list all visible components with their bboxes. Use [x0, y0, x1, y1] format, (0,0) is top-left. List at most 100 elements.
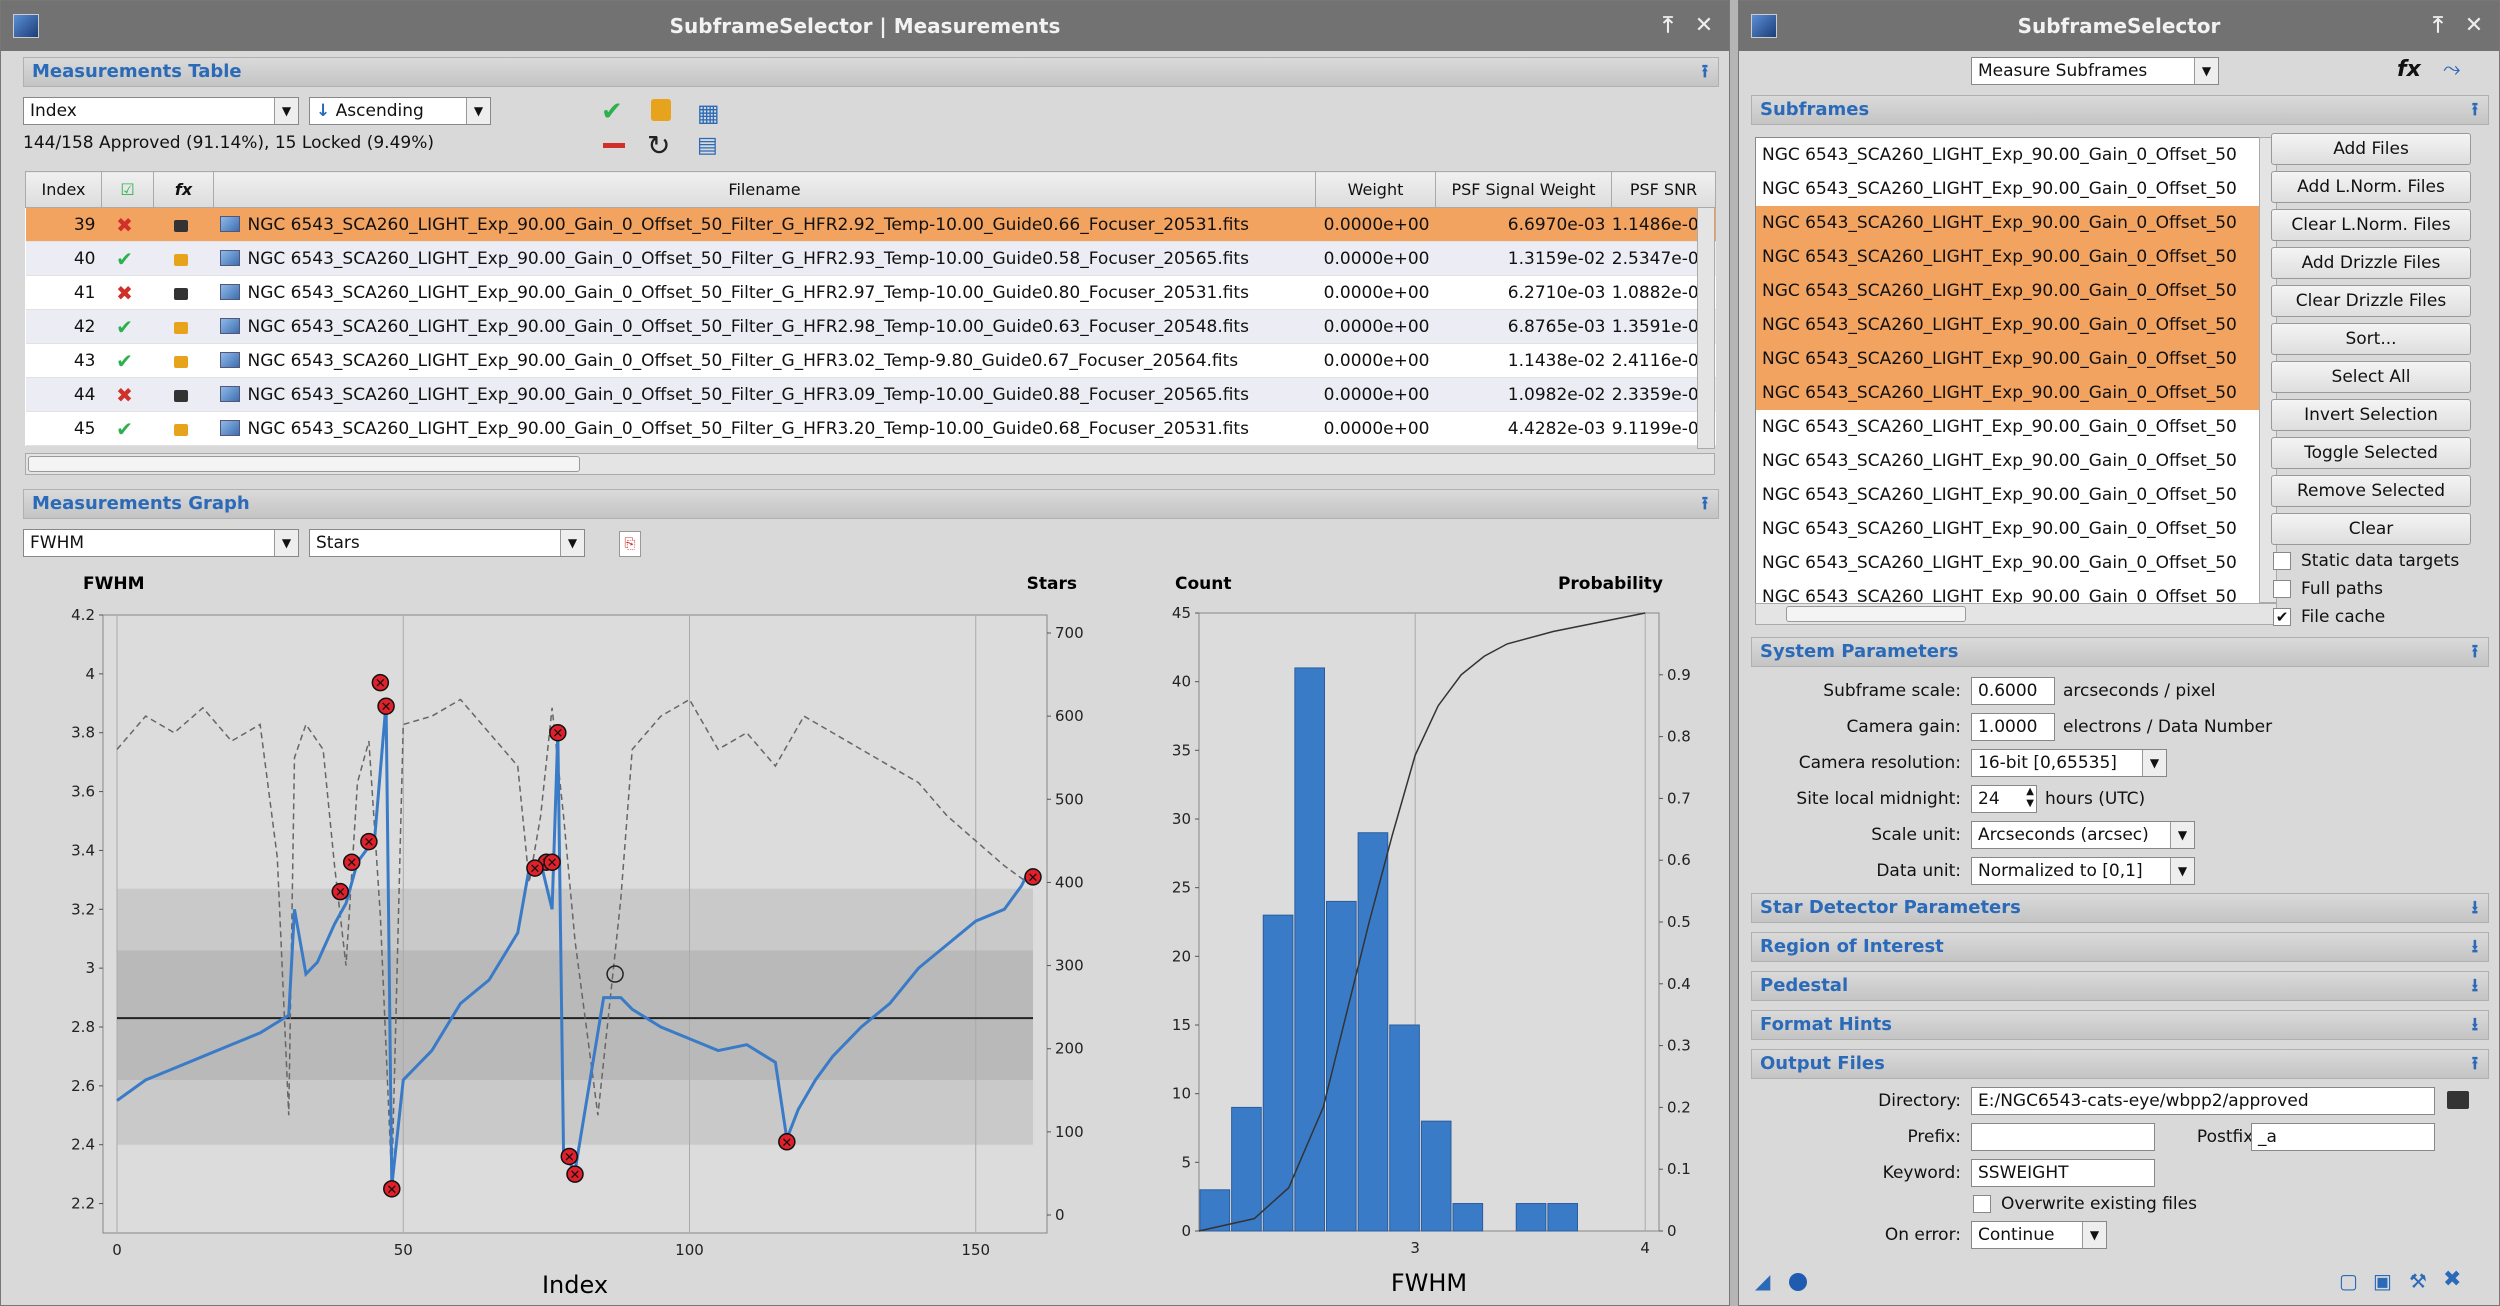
- expand-icon[interactable]: ⭳: [2471, 936, 2478, 957]
- list-item[interactable]: NGC 6543_SCA260_LIGHT_Exp_90.00_Gain_0_O…: [1756, 376, 2276, 410]
- csv-export-icon[interactable]: ▤: [697, 133, 718, 158]
- plot-icon[interactable]: ⤳: [2443, 57, 2461, 82]
- reset-process-icon[interactable]: ✖: [2443, 1267, 2462, 1292]
- list-item[interactable]: NGC 6543_SCA260_LIGHT_Exp_90.00_Gain_0_O…: [1762, 553, 2237, 573]
- approval-cell[interactable]: ✔: [101, 411, 154, 446]
- sort-field-combo[interactable]: Index ▼: [23, 97, 299, 125]
- overwrite-checkbox[interactable]: [1973, 1195, 1991, 1213]
- full-paths-checkbox[interactable]: [2273, 580, 2291, 598]
- add-files-button[interactable]: Add Files: [2271, 133, 2471, 165]
- approve-icon[interactable]: ✔: [601, 97, 623, 127]
- list-item[interactable]: NGC 6543_SCA260_LIGHT_Exp_90.00_Gain_0_O…: [1756, 240, 2276, 274]
- save-icon[interactable]: ▣: [2373, 1269, 2392, 1293]
- clear-drizzle-files-button[interactable]: Clear Drizzle Files: [2271, 285, 2471, 317]
- approval-cell[interactable]: ✔: [101, 343, 154, 378]
- list-item[interactable]: NGC 6543_SCA260_LIGHT_Exp_90.00_Gain_0_O…: [1756, 206, 2276, 240]
- new-instance-icon[interactable]: ◢: [1755, 1269, 1771, 1293]
- folder-icon[interactable]: [2447, 1091, 2469, 1109]
- invert-selection-button[interactable]: Invert Selection: [2271, 399, 2471, 431]
- col-psf-snr[interactable]: PSF SNR: [1611, 171, 1716, 208]
- approval-cell[interactable]: ✔: [101, 309, 154, 344]
- approval-cell[interactable]: ✖: [101, 207, 154, 242]
- list-item[interactable]: NGC 6543_SCA260_LIGHT_Exp_90.00_Gain_0_O…: [1762, 417, 2237, 437]
- close-icon[interactable]: ✕: [1694, 13, 1714, 38]
- table-row[interactable]: 39 ✖ NGC 6543_SCA260_LIGHT_Exp_90.00_Gain_…: [25, 207, 1716, 242]
- shade-icon[interactable]: ⤒: [1663, 13, 1673, 38]
- subframes-header[interactable]: Subframes ⭱: [1751, 95, 2489, 125]
- sort-order-combo[interactable]: ↓ Ascending ▼: [309, 97, 491, 125]
- graph-aux-property-combo[interactable]: Stars ▼: [309, 529, 585, 557]
- lock-cell[interactable]: [153, 241, 214, 276]
- remove-selected-button[interactable]: Remove Selected: [2271, 475, 2471, 507]
- add-lnorm-files-button[interactable]: Add L.Norm. Files: [2271, 171, 2471, 203]
- spin-arrows-icon[interactable]: ▲ ▼: [2026, 786, 2034, 809]
- camera-gain-input[interactable]: 1.0000: [1971, 713, 2055, 741]
- col-locked[interactable]: fx: [153, 171, 214, 208]
- measurements-table-header[interactable]: Measurements Table ⭱: [23, 57, 1719, 87]
- table-row[interactable]: 40 ✔ NGC 6543_SCA260_LIGHT_Exp_90.00_Gain_…: [25, 241, 1716, 276]
- directory-input[interactable]: E:/NGC6543-cats-eye/wbpp2/approved: [1971, 1087, 2435, 1115]
- list-item[interactable]: NGC 6543_SCA260_LIGHT_Exp_90.00_Gain_0_O…: [1756, 308, 2276, 342]
- table-row[interactable]: 42 ✔ NGC 6543_SCA260_LIGHT_Exp_90.00_Gain_…: [25, 309, 1716, 344]
- col-weight[interactable]: Weight: [1315, 171, 1436, 208]
- lock-cell[interactable]: [153, 309, 214, 344]
- pedestal-header[interactable]: Pedestal ⭳: [1751, 971, 2489, 1001]
- table-row[interactable]: 45 ✔ NGC 6543_SCA260_LIGHT_Exp_90.00_Gain_…: [25, 411, 1716, 446]
- browse-docs-icon[interactable]: ▢: [2339, 1269, 2358, 1293]
- file-cache-checkbox[interactable]: ✔: [2273, 608, 2291, 626]
- collapse-icon[interactable]: ⭱: [1701, 493, 1708, 514]
- lock-cell[interactable]: [153, 411, 214, 446]
- lock-icon[interactable]: [651, 99, 671, 121]
- data-unit-combo[interactable]: Normalized to [0,1] ▼: [1971, 857, 2195, 885]
- col-index[interactable]: Index: [25, 171, 102, 208]
- system-parameters-header[interactable]: System Parameters ⭱: [1751, 637, 2489, 667]
- static-data-targets-checkbox[interactable]: [2273, 552, 2291, 570]
- format-hints-header[interactable]: Format Hints ⭳: [1751, 1010, 2489, 1040]
- layout-icon[interactable]: ▦: [697, 99, 720, 127]
- collapse-icon[interactable]: ⭱: [1701, 61, 1708, 82]
- list-item[interactable]: NGC 6543_SCA260_LIGHT_Exp_90.00_Gain_0_O…: [1756, 342, 2276, 376]
- table-row[interactable]: 43 ✔ NGC 6543_SCA260_LIGHT_Exp_90.00_Gain_…: [25, 343, 1716, 378]
- approval-cell[interactable]: ✖: [101, 275, 154, 310]
- hscroll-thumb[interactable]: [1786, 606, 1966, 622]
- col-approved[interactable]: ☑: [101, 171, 154, 208]
- postfix-input[interactable]: _a: [2251, 1123, 2435, 1151]
- select-all-button[interactable]: Select All: [2271, 361, 2471, 393]
- output-files-header[interactable]: Output Files ⭱: [1751, 1049, 2489, 1079]
- close-icon[interactable]: ✕: [2464, 13, 2484, 38]
- shade-icon[interactable]: ⤒: [2433, 13, 2443, 38]
- list-item[interactable]: NGC 6543_SCA260_LIGHT_Exp_90.00_Gain_0_O…: [1762, 485, 2237, 505]
- execute-icon[interactable]: [1789, 1273, 1807, 1291]
- approval-cell[interactable]: ✖: [101, 377, 154, 412]
- unapprove-icon[interactable]: [603, 143, 625, 148]
- col-filename[interactable]: Filename: [213, 171, 1316, 208]
- toggle-selected-button[interactable]: Toggle Selected: [2271, 437, 2471, 469]
- subframes-hscrollbar[interactable]: [1755, 603, 2277, 625]
- routine-combo[interactable]: Measure Subframes ▼: [1971, 57, 2219, 85]
- prefix-input[interactable]: [1971, 1123, 2155, 1151]
- table-row[interactable]: 44 ✖ NGC 6543_SCA260_LIGHT_Exp_90.00_Gain_…: [25, 377, 1716, 412]
- table-vscrollbar[interactable]: [1697, 207, 1715, 449]
- expand-icon[interactable]: ⭳: [2471, 897, 2478, 918]
- list-item[interactable]: NGC 6543_SCA260_LIGHT_Exp_90.00_Gain_0_O…: [1762, 587, 2237, 607]
- sort-button[interactable]: Sort...: [2271, 323, 2471, 355]
- lock-cell[interactable]: [153, 377, 214, 412]
- list-item[interactable]: NGC 6543_SCA260_LIGHT_Exp_90.00_Gain_0_O…: [1762, 179, 2237, 199]
- clear-button[interactable]: Clear: [2271, 513, 2471, 545]
- subframe-scale-input[interactable]: 0.6000: [1971, 677, 2055, 705]
- expression-icon[interactable]: fx: [2397, 57, 2421, 82]
- camera-resolution-combo[interactable]: 16-bit [0,65535] ▼: [1971, 749, 2167, 777]
- subframes-list[interactable]: NGC 6543_SCA260_LIGHT_Exp_90.00_Gain_0_O…: [1755, 137, 2277, 625]
- collapse-icon[interactable]: ⭱: [2471, 641, 2478, 662]
- star-detector-header[interactable]: Star Detector Parameters ⭳: [1751, 893, 2489, 923]
- list-item[interactable]: NGC 6543_SCA260_LIGHT_Exp_90.00_Gain_0_O…: [1756, 274, 2276, 308]
- site-midnight-spinbox[interactable]: 24 ▲ ▼: [1971, 785, 2037, 813]
- add-drizzle-files-button[interactable]: Add Drizzle Files: [2271, 247, 2471, 279]
- expand-icon[interactable]: ⭳: [2471, 975, 2478, 996]
- on-error-combo[interactable]: Continue ▼: [1971, 1221, 2107, 1249]
- lock-cell[interactable]: [153, 207, 214, 242]
- table-hscrollbar[interactable]: [25, 453, 1715, 475]
- collapse-icon[interactable]: ⭱: [2471, 99, 2478, 120]
- pdf-export-icon[interactable]: ⎘: [619, 531, 641, 557]
- list-item[interactable]: NGC 6543_SCA260_LIGHT_Exp_90.00_Gain_0_O…: [1762, 145, 2237, 165]
